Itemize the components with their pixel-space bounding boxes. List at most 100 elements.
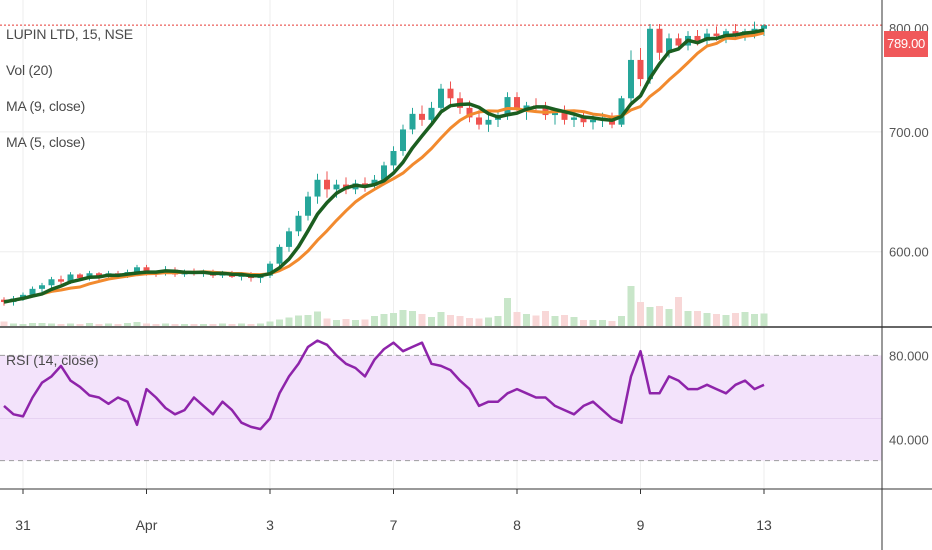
time-tick-label: Apr xyxy=(136,517,158,533)
candle-body xyxy=(305,196,311,216)
volume-bar xyxy=(352,320,359,326)
candle-body xyxy=(628,59,634,99)
candle-body xyxy=(381,165,387,180)
rsi-series-line xyxy=(3,339,765,431)
volume-bar xyxy=(732,313,739,326)
rsi-line xyxy=(3,339,765,431)
volume-bar xyxy=(684,311,692,326)
volume-bar xyxy=(618,316,625,326)
candle-body xyxy=(428,107,435,120)
candle-body xyxy=(409,113,416,130)
candle-body xyxy=(77,274,83,279)
time-tick-label: 13 xyxy=(756,517,772,533)
volume-bar xyxy=(722,315,730,326)
candle-body xyxy=(675,38,682,46)
volume-bar xyxy=(285,317,293,326)
candle-body xyxy=(580,117,587,123)
ma9-legend[interactable]: MA (9, close) xyxy=(6,98,86,114)
volume-bar xyxy=(171,324,179,326)
volume-bar xyxy=(114,324,122,326)
ma9-line xyxy=(3,31,765,304)
candle-body xyxy=(466,107,473,118)
volume-bar xyxy=(646,307,654,326)
volume-bar xyxy=(589,320,597,326)
volume-bars xyxy=(0,286,768,326)
volume-bar xyxy=(67,323,74,326)
candle-body xyxy=(39,285,45,289)
volume-bar xyxy=(76,324,84,326)
volume-bar xyxy=(181,324,188,326)
candle-body xyxy=(637,59,644,80)
volume-bar xyxy=(323,318,331,326)
volume-bar xyxy=(333,320,340,326)
volume-bar xyxy=(494,316,502,326)
volume-bar xyxy=(105,323,112,326)
volume-bar xyxy=(580,320,587,326)
candle-body xyxy=(438,88,444,108)
rsi-legend[interactable]: RSI (14, close) xyxy=(6,352,99,368)
volume-bar xyxy=(437,312,445,326)
volume-bar xyxy=(152,324,160,326)
volume-bar xyxy=(475,318,483,326)
volume-bar xyxy=(523,314,530,326)
volume-bar xyxy=(485,317,492,326)
candle-body xyxy=(571,117,577,120)
volume-bar xyxy=(219,323,226,326)
volume-bar xyxy=(143,323,150,326)
candle-body xyxy=(143,267,150,273)
volume-bar xyxy=(361,319,369,326)
rsi-band-fill xyxy=(0,355,882,461)
volume-bar xyxy=(200,324,207,326)
volume-bar xyxy=(133,322,141,326)
candle-body xyxy=(333,184,340,190)
volume-bar xyxy=(608,321,616,326)
time-tick-label: 9 xyxy=(637,517,645,533)
volume-bar xyxy=(418,314,426,326)
price-tick-label: 600.00 xyxy=(889,245,929,260)
volume-bar xyxy=(276,319,283,326)
candle-body xyxy=(485,119,492,125)
volume-bar xyxy=(561,315,568,326)
volume-bar xyxy=(466,318,473,326)
volume-bar xyxy=(570,317,578,326)
ma5-legend[interactable]: MA (5, close) xyxy=(6,134,86,150)
price-tick-label: 700.00 xyxy=(889,125,929,140)
candle-body xyxy=(362,183,368,186)
volume-bar xyxy=(314,311,321,326)
volume-bar xyxy=(751,314,758,326)
candle-body xyxy=(723,31,729,36)
rsi-tick-label: 40.000 xyxy=(889,433,929,448)
candle-body xyxy=(732,31,739,34)
volume-legend[interactable]: Vol (20) xyxy=(6,62,53,78)
candle-body xyxy=(276,246,283,264)
volume-bar xyxy=(266,321,274,326)
candle-body xyxy=(618,98,625,125)
symbol-title[interactable]: LUPIN LTD, 15, NSE xyxy=(6,26,133,42)
volume-bar xyxy=(228,324,236,326)
volume-bar xyxy=(656,306,663,326)
volume-bar xyxy=(399,310,407,326)
volume-bar xyxy=(304,315,312,326)
candle-body xyxy=(694,35,701,41)
candle-body xyxy=(29,288,36,295)
candle-body xyxy=(419,113,425,120)
candle-body xyxy=(561,110,568,120)
candle-body xyxy=(514,97,520,110)
moving-average-lines xyxy=(0,24,882,304)
volume-bar xyxy=(542,311,549,326)
volume-bar xyxy=(513,312,521,326)
volume-bar xyxy=(599,320,606,326)
volume-bar xyxy=(532,315,540,326)
volume-bar xyxy=(238,323,245,326)
volume-bar xyxy=(637,302,644,326)
volume-bar xyxy=(0,321,8,326)
volume-bar xyxy=(95,324,103,326)
volume-bar xyxy=(162,323,169,326)
volume-bar xyxy=(694,311,701,326)
volume-bar xyxy=(38,323,46,326)
candle-body xyxy=(400,129,406,152)
volume-bar xyxy=(209,324,217,326)
volume-bar xyxy=(409,311,416,326)
candle-body xyxy=(48,279,55,286)
